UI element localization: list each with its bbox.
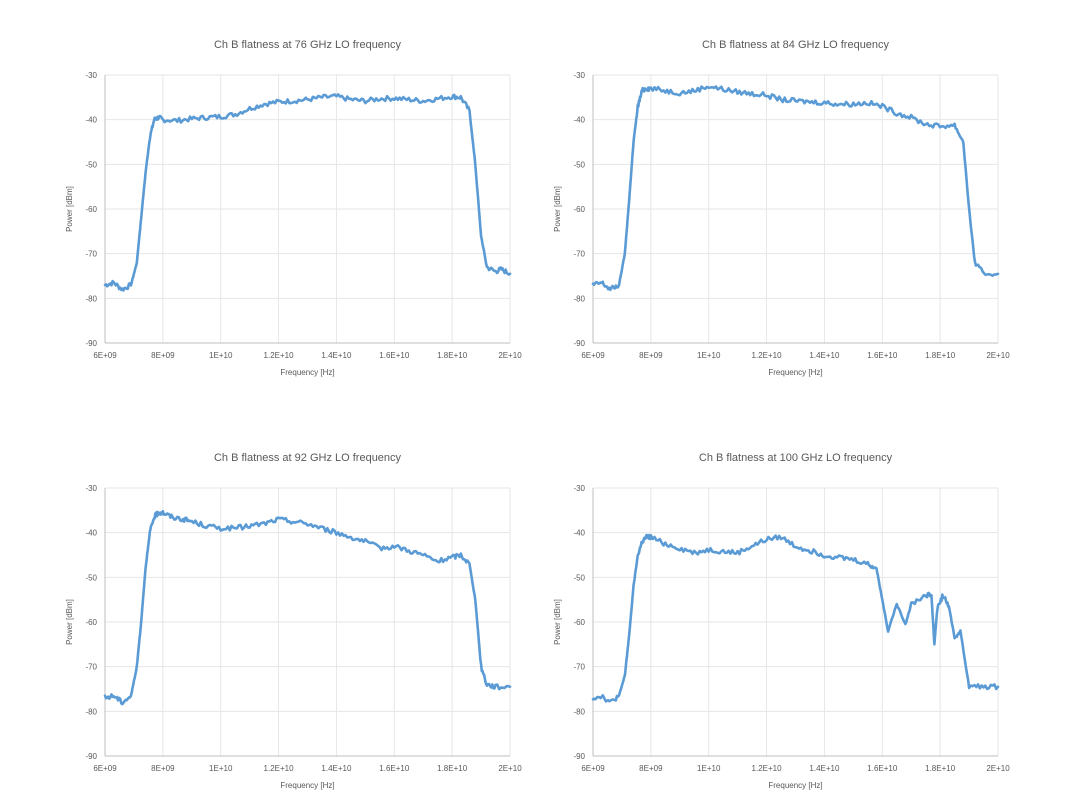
chart-92ghz-ytick-label-5: -40	[85, 529, 97, 538]
chart-100ghz-xtick-label-1: 8E+09	[639, 764, 663, 773]
chart-84ghz-title: Ch B flatness at 84 GHz LO frequency	[702, 39, 890, 51]
chart-84ghz-ytick-label-5: -40	[573, 116, 585, 125]
chart-100ghz-xtick-label-2: 1E+10	[697, 764, 721, 773]
chart-92ghz-xtick-label-2: 1E+10	[209, 764, 233, 773]
chart-92ghz-xtick-label-4: 1.4E+10	[321, 764, 352, 773]
chart-76ghz-ytick-label-3: -60	[85, 205, 97, 214]
chart-100ghz-xtick-label-7: 2E+10	[986, 764, 1010, 773]
chart-84ghz-ytick-label-1: -80	[573, 294, 585, 303]
chart-92ghz-title: Ch B flatness at 92 GHz LO frequency	[214, 452, 402, 464]
chart-84ghz-ytick-label-6: -30	[573, 71, 585, 80]
chart-76ghz-xtick-label-1: 8E+09	[151, 351, 175, 360]
chart-84ghz-ytick-label-3: -60	[573, 205, 585, 214]
chart-100ghz-ytick-label-1: -80	[573, 707, 585, 716]
chart-84ghz-xtick-label-0: 6E+09	[581, 351, 605, 360]
chart-92ghz-ytick-label-6: -30	[85, 484, 97, 493]
chart-84ghz-xtick-label-1: 8E+09	[639, 351, 663, 360]
chart-76ghz-ytick-label-0: -90	[85, 339, 97, 348]
chart-84ghz-xtick-label-7: 2E+10	[986, 351, 1010, 360]
chart-92ghz-ytick-label-1: -80	[85, 707, 97, 716]
chart-84ghz-xtick-label-5: 1.6E+10	[867, 351, 898, 360]
chart-76ghz-series-line-0	[103, 93, 512, 292]
chart-76ghz-ytick-label-2: -70	[85, 250, 97, 259]
chart-84ghz-ytick-label-0: -90	[573, 339, 585, 348]
chart-76ghz-ytick-label-5: -40	[85, 116, 97, 125]
chart-100ghz-ytick-label-3: -60	[573, 618, 585, 627]
chart-92ghz-xtick-label-1: 8E+09	[151, 764, 175, 773]
chart-92ghz-ytick-label-2: -70	[85, 663, 97, 672]
chart-100ghz-xtick-label-6: 1.8E+10	[925, 764, 956, 773]
chart-76ghz-xtick-label-3: 1.2E+10	[264, 351, 295, 360]
chart-84ghz-svg: Ch B flatness at 84 GHz LO frequency -90 -…	[553, 39, 1010, 377]
chart-84ghz-ytick-label-2: -70	[573, 250, 585, 259]
chart-92ghz-xtick-label-0: 6E+09	[93, 764, 117, 773]
chart-92ghz: Ch B flatness at 92 GHz LO frequency -90 -…	[40, 443, 530, 803]
chart-76ghz-xtick-label-4: 1.4E+10	[321, 351, 352, 360]
chart-100ghz-y-axis-label: Power [dBm]	[553, 599, 562, 645]
chart-92ghz-xtick-label-7: 2E+10	[498, 764, 522, 773]
chart-100ghz-title: Ch B flatness at 100 GHz LO frequency	[699, 452, 893, 464]
chart-84ghz-xtick-label-6: 1.8E+10	[925, 351, 956, 360]
chart-76ghz-xtick-label-7: 2E+10	[498, 351, 522, 360]
chart-84ghz-y-axis-label: Power [dBm]	[553, 186, 562, 232]
chart-92ghz-ytick-label-4: -50	[85, 573, 97, 582]
chart-76ghz-ytick-label-1: -80	[85, 294, 97, 303]
chart-84ghz-x-axis-label: Frequency [Hz]	[768, 368, 822, 377]
chart-76ghz: Ch B flatness at 76 GHz LO frequency -90 -…	[40, 30, 530, 390]
chart-100ghz-xtick-label-3: 1.2E+10	[752, 764, 783, 773]
chart-92ghz-ytick-label-3: -60	[85, 618, 97, 627]
chart-84ghz-ytick-label-4: -50	[573, 160, 585, 169]
chart-84ghz: Ch B flatness at 84 GHz LO frequency -90 -…	[528, 30, 1018, 390]
chart-84ghz-series-line-0	[591, 85, 1000, 292]
chart-100ghz-ytick-label-6: -30	[573, 484, 585, 493]
chart-76ghz-svg: Ch B flatness at 76 GHz LO frequency -90 -…	[65, 39, 522, 377]
chart-100ghz-ytick-label-4: -50	[573, 573, 585, 582]
chart-92ghz-svg: Ch B flatness at 92 GHz LO frequency -90 -…	[65, 452, 522, 790]
chart-84ghz-xtick-label-2: 1E+10	[697, 351, 721, 360]
chart-92ghz-ytick-label-0: -90	[85, 752, 97, 761]
chart-100ghz-xtick-label-0: 6E+09	[581, 764, 605, 773]
chart-100ghz-xtick-label-4: 1.4E+10	[809, 764, 840, 773]
chart-76ghz-y-axis-label: Power [dBm]	[65, 186, 74, 232]
chart-92ghz-x-axis-label: Frequency [Hz]	[280, 781, 334, 790]
chart-84ghz-xtick-label-3: 1.2E+10	[752, 351, 783, 360]
chart-100ghz-ytick-label-5: -40	[573, 529, 585, 538]
chart-100ghz-series-line-0	[591, 533, 1000, 703]
chart-92ghz-y-axis-label: Power [dBm]	[65, 599, 74, 645]
chart-92ghz-xtick-label-6: 1.8E+10	[437, 764, 468, 773]
chart-100ghz-xtick-label-5: 1.6E+10	[867, 764, 898, 773]
chart-76ghz-xtick-label-2: 1E+10	[209, 351, 233, 360]
chart-100ghz-x-axis-label: Frequency [Hz]	[768, 781, 822, 790]
chart-76ghz-xtick-label-0: 6E+09	[93, 351, 117, 360]
chart-84ghz-xtick-label-4: 1.4E+10	[809, 351, 840, 360]
chart-76ghz-ytick-label-6: -30	[85, 71, 97, 80]
chart-92ghz-xtick-label-5: 1.6E+10	[379, 764, 410, 773]
chart-76ghz-ytick-label-4: -50	[85, 160, 97, 169]
chart-92ghz-xtick-label-3: 1.2E+10	[264, 764, 295, 773]
chart-100ghz-svg: Ch B flatness at 100 GHz LO frequency -90…	[553, 452, 1010, 790]
chart-76ghz-xtick-label-6: 1.8E+10	[437, 351, 468, 360]
chart-76ghz-x-axis-label: Frequency [Hz]	[280, 368, 334, 377]
chart-100ghz-ytick-label-0: -90	[573, 752, 585, 761]
chart-100ghz: Ch B flatness at 100 GHz LO frequency -90…	[528, 443, 1018, 803]
chart-76ghz-xtick-label-5: 1.6E+10	[379, 351, 410, 360]
chart-76ghz-title: Ch B flatness at 76 GHz LO frequency	[214, 39, 402, 51]
chart-100ghz-ytick-label-2: -70	[573, 663, 585, 672]
chart-92ghz-series-line-0	[103, 510, 512, 706]
